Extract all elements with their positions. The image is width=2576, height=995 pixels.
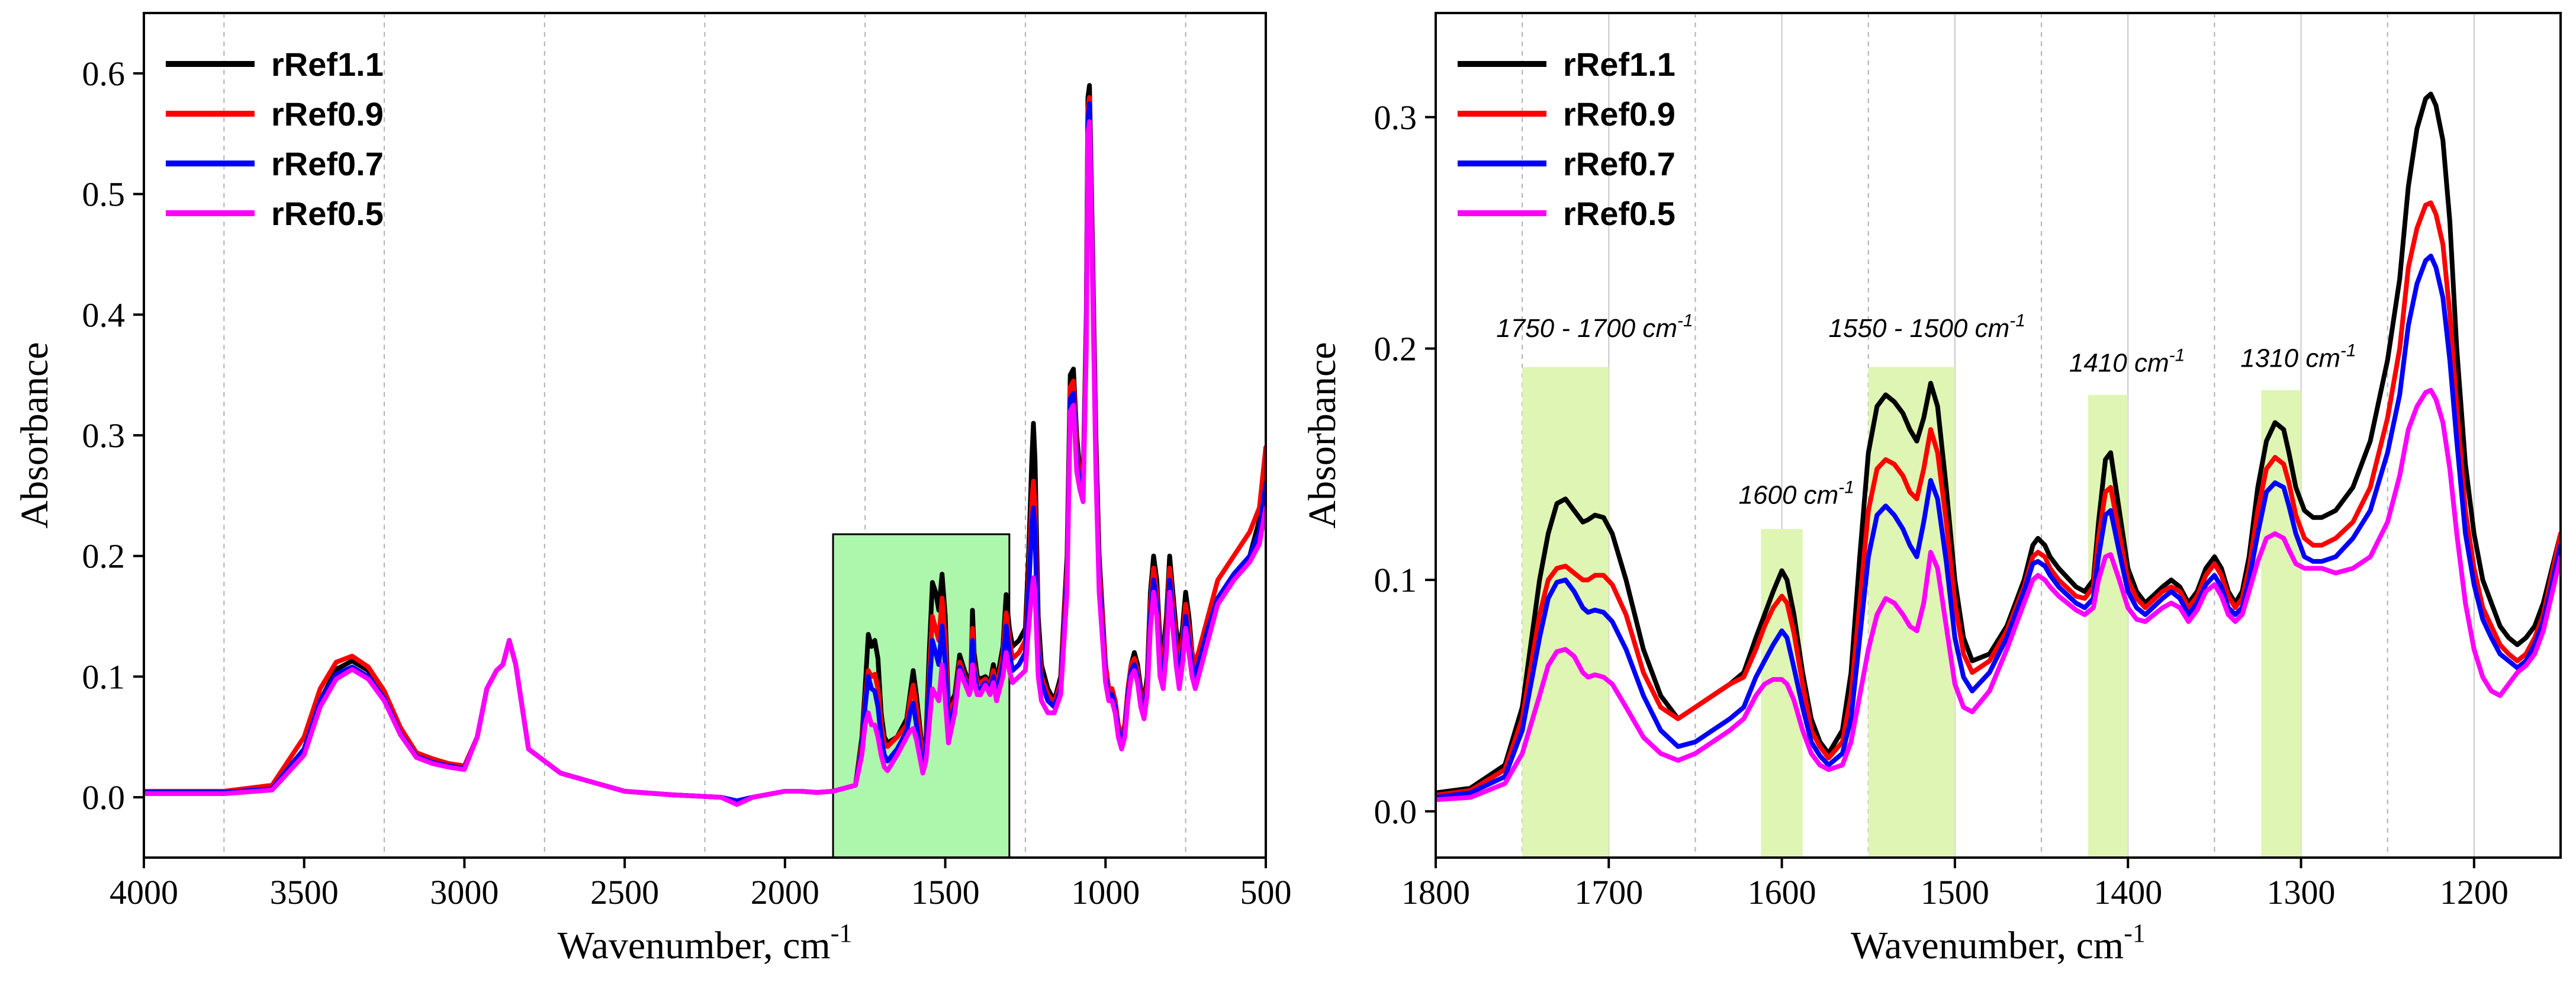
series-group (1436, 91, 2561, 803)
band-label-sup: -1 (1838, 477, 1854, 497)
band-label-text: 1750 - 1700 cm (1496, 314, 1677, 343)
y-tick-label: 0.2 (1374, 329, 1417, 368)
band-label-text: 1550 - 1500 cm (1829, 314, 2010, 343)
band-label-text: 1600 cm (1739, 480, 1839, 509)
x-tick-label: 500 (1240, 873, 1292, 911)
y-tick-label: 0.2 (82, 537, 126, 576)
band-label: 1410 cm-1 (2069, 346, 2185, 378)
x-axis-title-text: Wavenumber, cm (558, 924, 831, 967)
y-tick-label: 0.5 (82, 175, 126, 214)
y-tick-label: 0.0 (1374, 792, 1417, 831)
x-tick-label: 1800 (1401, 873, 1470, 911)
band-highlight (2088, 394, 2128, 858)
y-tick-label: 0.4 (82, 296, 126, 334)
band-label: 1750 - 1700 cm-1 (1496, 311, 1693, 343)
y-tick-label: 0.1 (1374, 561, 1417, 599)
plot-frame (1435, 12, 2562, 859)
x-tick-label: 1300 (2267, 873, 2336, 911)
band-label: 1600 cm-1 (1739, 477, 1854, 509)
zoom-region-box (832, 533, 1011, 859)
x-axis-title: Wavenumber, cm-1 (558, 919, 853, 967)
band-label-text: 1310 cm (2240, 344, 2340, 373)
band-label: 1550 - 1500 cm-1 (1829, 311, 2025, 343)
x-tick-label: 3000 (430, 873, 499, 911)
series-line-rRef0.5 (144, 119, 1266, 807)
legend-label: rRef0.5 (271, 195, 384, 232)
band-label-sup: -1 (1677, 311, 1693, 330)
x-tick-label: 3500 (270, 873, 339, 911)
legend-label: rRef0.5 (1563, 195, 1675, 232)
x-tick-label: 2500 (590, 873, 659, 911)
series-line-rRef0.9 (1436, 200, 2561, 798)
y-axis-title: Absorbance (13, 342, 56, 528)
x-tick-label: 1400 (2093, 873, 2162, 911)
band-label-sup: -1 (2340, 341, 2356, 361)
legend-label: rRef1.1 (271, 46, 384, 83)
y-tick-label: 0.0 (82, 778, 126, 817)
x-axis-title-sup: -1 (2124, 919, 2146, 948)
band-label: 1310 cm-1 (2240, 341, 2356, 373)
band-highlight (1761, 529, 1803, 858)
y-tick-label: 0.3 (1374, 98, 1417, 137)
x-tick-label: 1600 (1748, 873, 1816, 911)
legend-label: rRef0.7 (271, 145, 384, 182)
band-label-text: 1410 cm (2069, 349, 2169, 378)
x-tick-label: 1000 (1071, 873, 1140, 911)
x-axis-title-text: Wavenumber, cm (1851, 924, 2124, 967)
x-tick-label: 4000 (110, 873, 178, 911)
legend-label: rRef0.7 (1563, 145, 1675, 182)
x-tick-label: 1500 (1921, 873, 1989, 911)
x-tick-label: 1500 (911, 873, 980, 911)
x-tick-label: 2000 (751, 873, 819, 911)
y-axis-title: Absorbance (1301, 342, 1344, 528)
series-line-rRef0.5 (1436, 387, 2561, 803)
y-tick-label: 0.1 (82, 657, 126, 696)
series-line-rRef0.7 (1436, 253, 2561, 800)
band-label-sup: -1 (2009, 311, 2025, 330)
x-axis-title: Wavenumber, cm-1 (1851, 919, 2146, 967)
legend-label: rRef1.1 (1563, 46, 1675, 83)
band-label-sup: -1 (2169, 346, 2185, 365)
legend-label: rRef0.9 (1563, 95, 1675, 133)
x-tick-label: 1700 (1574, 873, 1643, 911)
full-spectrum-panel: 4000 3500 3000 2500 2000 1500 1000 500 0.0 0.1 0.2… (13, 12, 1292, 967)
x-axis-title-sup: -1 (831, 919, 853, 948)
legend-label: rRef0.9 (271, 95, 384, 133)
y-tick-label: 0.3 (82, 416, 126, 455)
y-tick-label: 0.6 (82, 54, 126, 93)
series-group (144, 83, 1266, 807)
x-tick-label: 1200 (2440, 873, 2509, 911)
